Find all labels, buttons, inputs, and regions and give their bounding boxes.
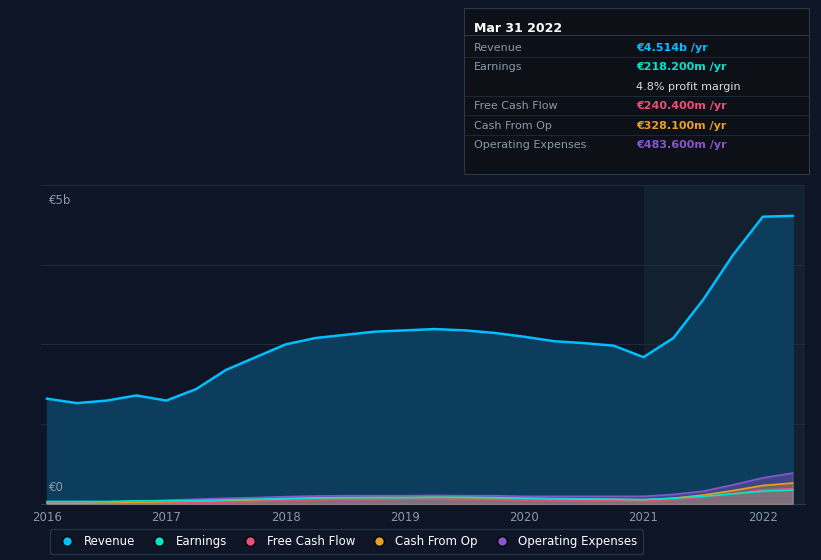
Text: Revenue: Revenue [474,43,522,53]
Legend: Revenue, Earnings, Free Cash Flow, Cash From Op, Operating Expenses: Revenue, Earnings, Free Cash Flow, Cash … [50,529,643,554]
Text: Operating Expenses: Operating Expenses [474,141,586,151]
Text: Mar 31 2022: Mar 31 2022 [474,22,562,35]
Text: 4.8% profit margin: 4.8% profit margin [636,82,741,92]
Text: Cash From Op: Cash From Op [474,121,552,131]
Text: €240.400m /yr: €240.400m /yr [636,101,727,111]
Text: €0: €0 [48,482,63,494]
Text: €218.200m /yr: €218.200m /yr [636,62,727,72]
Bar [644,185,810,504]
Text: €483.600m /yr: €483.600m /yr [636,141,727,151]
Text: Earnings: Earnings [474,62,522,72]
Text: €4.514b /yr: €4.514b /yr [636,43,708,53]
Text: €5b: €5b [48,194,71,207]
Text: €328.100m /yr: €328.100m /yr [636,121,727,131]
Text: Free Cash Flow: Free Cash Flow [474,101,557,111]
